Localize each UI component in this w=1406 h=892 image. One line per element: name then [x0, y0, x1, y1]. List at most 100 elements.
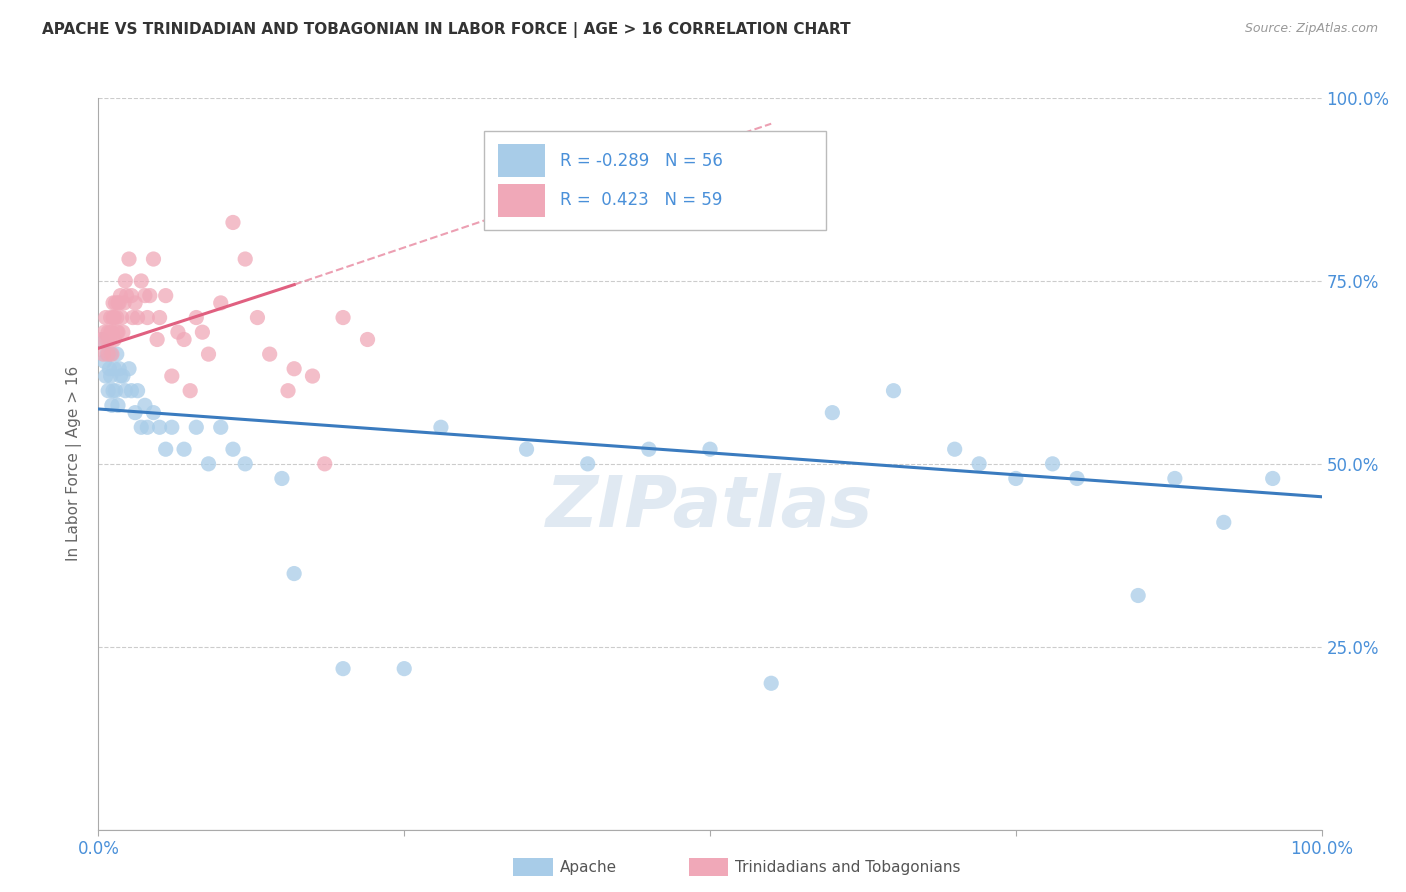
Point	[91, 347, 114, 361]
Point	[97, 325, 120, 339]
Point	[114, 384, 136, 398]
Point	[283, 361, 305, 376]
Point	[277, 384, 299, 398]
Point	[943, 442, 966, 457]
Point	[105, 325, 128, 339]
Point	[108, 296, 131, 310]
Text: ZIPatlas: ZIPatlas	[547, 474, 873, 542]
Point	[186, 310, 208, 325]
Point	[105, 347, 128, 361]
Point	[103, 310, 125, 325]
Point	[97, 347, 120, 361]
Point	[111, 369, 134, 384]
Text: R =  0.423   N = 59: R = 0.423 N = 59	[560, 191, 721, 209]
Point	[259, 347, 281, 361]
Point	[100, 347, 122, 361]
Point	[120, 288, 142, 302]
Point	[160, 369, 183, 384]
Point	[93, 325, 115, 339]
Text: Trinidadians and Tobagonians: Trinidadians and Tobagonians	[735, 860, 960, 874]
Point	[222, 442, 245, 457]
Point	[101, 325, 124, 339]
Point	[134, 288, 156, 302]
Point	[233, 252, 256, 266]
Point	[100, 310, 122, 325]
Point	[356, 333, 378, 347]
Point	[1042, 457, 1064, 471]
Point	[160, 420, 183, 434]
Point	[127, 384, 149, 398]
Point	[120, 384, 142, 398]
Point	[111, 325, 134, 339]
Point	[100, 369, 122, 384]
Point	[124, 406, 146, 420]
Point	[1004, 471, 1026, 485]
Point	[107, 296, 129, 310]
Point	[332, 310, 354, 325]
Point	[121, 310, 143, 325]
Point	[101, 347, 124, 361]
Point	[91, 333, 114, 347]
Point	[101, 384, 124, 398]
Point	[93, 354, 115, 368]
Point	[107, 325, 129, 339]
Point	[96, 347, 118, 361]
Point	[1164, 471, 1187, 485]
Point	[142, 252, 165, 266]
Point	[821, 406, 844, 420]
Point	[515, 442, 537, 457]
Point	[127, 310, 149, 325]
Point	[139, 288, 162, 302]
Point	[103, 333, 125, 347]
Text: APACHE VS TRINIDADIAN AND TOBAGONIAN IN LABOR FORCE | AGE > 16 CORRELATION CHART: APACHE VS TRINIDADIAN AND TOBAGONIAN IN …	[42, 22, 851, 38]
Point	[129, 274, 152, 288]
Point	[155, 442, 177, 457]
Point	[94, 369, 117, 384]
Point	[209, 420, 232, 434]
Point	[104, 384, 127, 398]
Point	[883, 384, 905, 398]
Point	[111, 310, 134, 325]
Point	[118, 252, 141, 266]
FancyBboxPatch shape	[498, 145, 546, 178]
Point	[209, 296, 232, 310]
Point	[967, 457, 990, 471]
Point	[142, 406, 165, 420]
Point	[761, 676, 783, 690]
Point	[179, 384, 201, 398]
Point	[222, 215, 245, 229]
Point	[104, 296, 127, 310]
Point	[186, 420, 208, 434]
Point	[100, 325, 122, 339]
Point	[301, 369, 323, 384]
Point	[1066, 471, 1088, 485]
Point	[103, 361, 125, 376]
Point	[105, 310, 128, 325]
Point	[283, 566, 305, 581]
Point	[270, 471, 294, 485]
Point	[233, 457, 256, 471]
Point	[155, 288, 177, 302]
Point	[115, 288, 138, 302]
Point	[98, 333, 121, 347]
Point	[107, 398, 129, 412]
FancyBboxPatch shape	[484, 131, 827, 230]
Point	[110, 288, 132, 302]
Point	[98, 361, 121, 376]
Point	[191, 325, 214, 339]
Point	[101, 398, 124, 412]
Point	[149, 310, 172, 325]
Point	[1212, 516, 1234, 530]
Text: Apache: Apache	[560, 860, 617, 874]
Point	[96, 333, 118, 347]
Point	[392, 662, 416, 676]
Text: Source: ZipAtlas.com: Source: ZipAtlas.com	[1244, 22, 1378, 36]
Point	[136, 310, 159, 325]
Point	[108, 361, 131, 376]
Point	[430, 420, 453, 434]
Point	[94, 310, 117, 325]
Point	[699, 442, 721, 457]
Point	[136, 420, 159, 434]
Point	[97, 384, 120, 398]
Point	[197, 347, 219, 361]
